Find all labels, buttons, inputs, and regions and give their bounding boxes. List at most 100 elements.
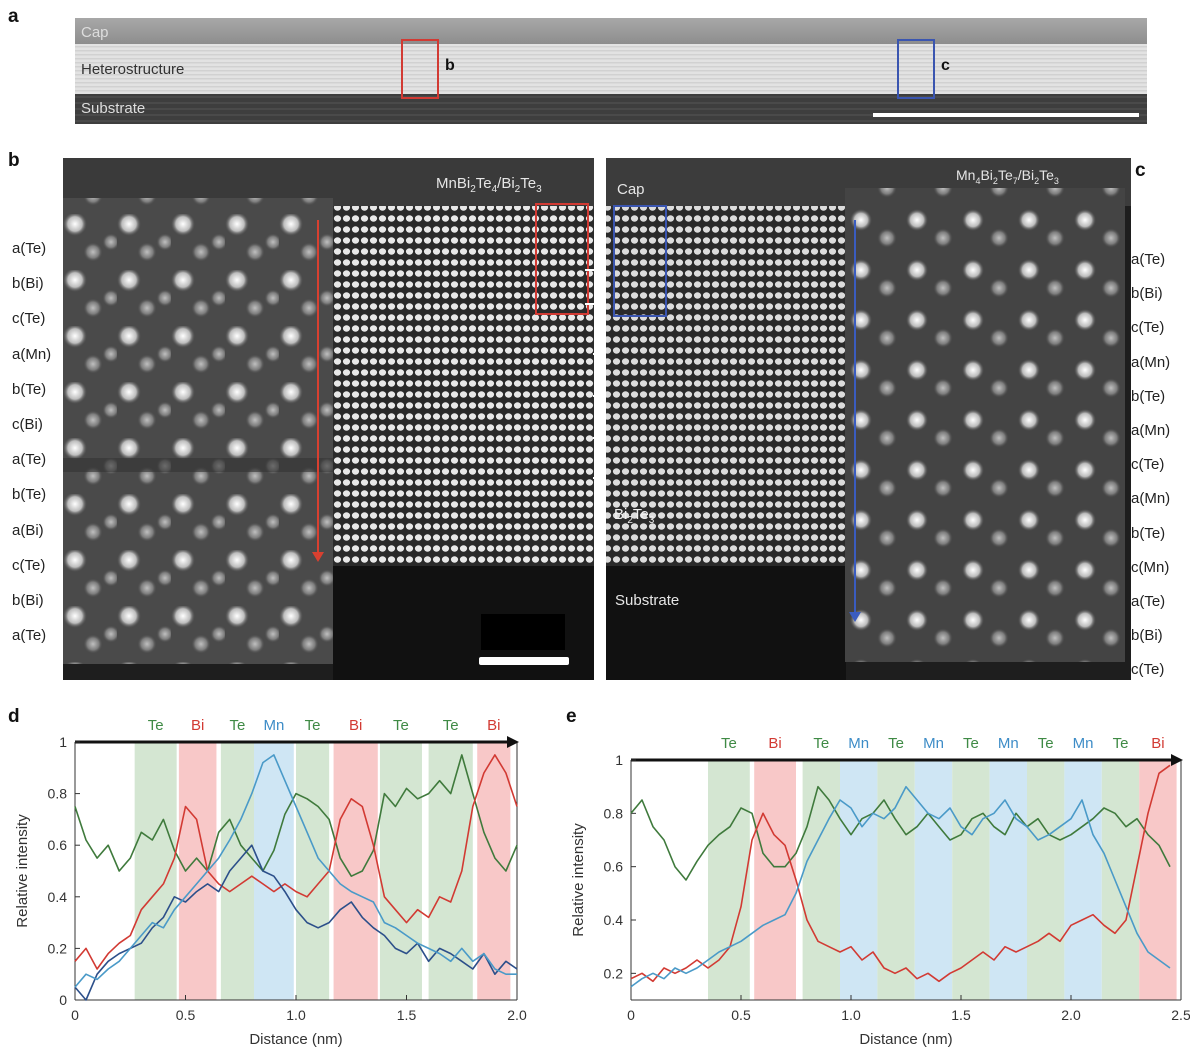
atom-label: c(Te) (1131, 319, 1165, 337)
band (333, 742, 378, 1000)
band-label: Mn (263, 717, 284, 734)
y-tick-label: 1 (59, 734, 67, 750)
panel-bc-image: MnBi2Te4/Bi2Te3 Cap Substrate Bi2Te3 Mn4… (63, 158, 1131, 680)
band-label: Bi (487, 717, 500, 734)
x-tick-label: 0.5 (176, 1007, 196, 1023)
x-tick-label: 0 (71, 1007, 79, 1023)
bi2te3-label: Bi2Te3 (614, 506, 655, 526)
band (952, 760, 990, 1000)
atom-label: a(Te) (1131, 251, 1166, 268)
box-b-marker (401, 39, 439, 99)
band (877, 760, 915, 1000)
band (296, 742, 330, 1000)
y-tick-label: 0.2 (48, 940, 68, 956)
atom-label: b(Te) (12, 380, 47, 398)
chart-e: Te Bi Te Mn Te Mn Te Mn Te Mn Te Bi 0 0.5 1.0 1.5 2.0 2.5… (570, 735, 1190, 1048)
band-label: Bi (1151, 735, 1164, 752)
x-tick-label: 1.5 (951, 1007, 971, 1023)
substrate-label: Substrate (615, 592, 679, 609)
band-label: Bi (191, 717, 204, 734)
band-label: Te (721, 735, 737, 752)
y-tick-label: 0.8 (604, 805, 624, 821)
panel-letter-c: c (1135, 160, 1146, 181)
box-label-b: b (445, 57, 455, 74)
band (1101, 760, 1140, 1000)
atom-label: a(Bi) (12, 521, 44, 539)
panel-c-title: Mn4Bi2Te7/Bi2Te3 (956, 167, 1059, 186)
series-line (74, 844, 518, 1001)
atom-label: a(Te) (1131, 593, 1166, 610)
panel-letter-a: a (8, 6, 19, 27)
band-label: Bi (349, 717, 362, 734)
y-tick-label: 0.8 (48, 786, 68, 802)
y-axis-title: Relative intensity (14, 814, 31, 928)
band (754, 760, 796, 1000)
band (1064, 760, 1102, 1000)
atom-label: c(Te) (12, 556, 46, 574)
band-label: Te (443, 717, 459, 734)
band (379, 742, 422, 1000)
band-label: Mn (923, 735, 944, 752)
atom-label: c(Te) (1131, 456, 1165, 474)
layer-brackets (585, 269, 601, 563)
layer-cap: Cap (81, 24, 109, 41)
atom-label: a(Mn) (12, 345, 52, 363)
atom-label: b(Bi) (12, 275, 44, 293)
y-tick-label: 0.4 (48, 889, 68, 905)
panel-letter-b: b (8, 150, 20, 171)
panel-b-title: MnBi2Te4/Bi2Te3 (436, 175, 542, 195)
series-line (74, 754, 518, 970)
series-line (630, 764, 1171, 983)
band (1139, 760, 1177, 1000)
band-label: Mn (1073, 735, 1094, 752)
atom-label: b(Bi) (12, 592, 44, 609)
band-label: Te (148, 717, 164, 734)
band (220, 742, 255, 1000)
band (134, 742, 177, 1000)
band-label: Te (305, 717, 321, 734)
band-label: Te (888, 735, 904, 752)
arrow-head (1171, 754, 1183, 766)
band (708, 760, 750, 1000)
series-line (74, 754, 518, 877)
panel-letter-d: d (8, 706, 20, 727)
band-label: Mn (998, 735, 1019, 752)
arrow-head (507, 736, 519, 748)
cap-label: Cap (617, 181, 645, 198)
box-c-marker (897, 39, 935, 99)
series-line (630, 785, 1171, 881)
atom-label: b(Bi) (1131, 285, 1163, 303)
atom-label: c(Te) (1131, 661, 1165, 679)
atom-label: a(Te) (12, 627, 47, 645)
series-line (630, 785, 1171, 988)
x-tick-label: 1.0 (841, 1007, 861, 1023)
x-axis-title: Distance (nm) (859, 1031, 952, 1048)
x-tick-label: 1.0 (286, 1007, 306, 1023)
band-label: Te (963, 735, 979, 752)
band (254, 742, 294, 1000)
panel-a-image: Cap Heterostructure Substrate b c (75, 18, 1147, 124)
atom-label: b(Te) (1131, 387, 1166, 405)
x-tick-label: 2.0 (1061, 1007, 1081, 1023)
band-label: Te (1113, 735, 1129, 752)
y-tick-label: 0.6 (604, 859, 624, 875)
atom-label: c(Bi) (12, 416, 43, 433)
y-tick-label: 0.4 (604, 912, 624, 928)
band (840, 760, 878, 1000)
atom-label: b(Te) (12, 486, 47, 504)
atom-label: a(Te) (12, 240, 47, 257)
band (802, 760, 840, 1000)
band (1027, 760, 1065, 1000)
band-label: Mn (848, 735, 869, 752)
atom-label: a(Te) (12, 451, 47, 469)
panel-letter-e: e (566, 706, 577, 727)
atom-label: a(Mn) (1131, 353, 1171, 371)
y-axis-title: Relative intensity (570, 823, 587, 937)
y-tick-label: 0 (59, 992, 67, 1008)
box-label-c: c (941, 57, 950, 74)
x-tick-label: 0.5 (731, 1007, 751, 1023)
band-label: Te (1038, 735, 1054, 752)
x-tick-label: 2.5 (1171, 1007, 1190, 1023)
scale-bar (873, 113, 1139, 117)
scale-bar-b (479, 657, 569, 665)
